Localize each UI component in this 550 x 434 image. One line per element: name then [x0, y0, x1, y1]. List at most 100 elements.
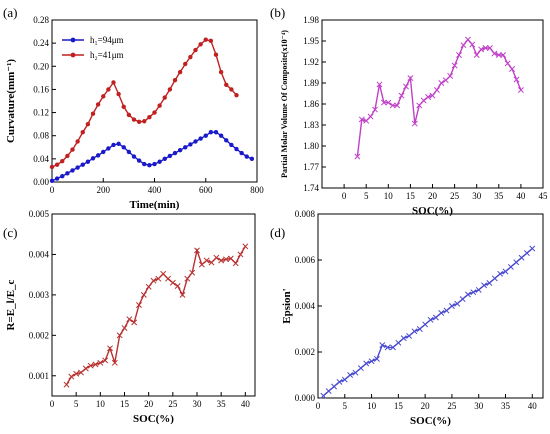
data-point	[203, 37, 208, 42]
data-point	[469, 41, 476, 48]
data-point	[78, 369, 84, 376]
x-tick-label: 25	[447, 401, 457, 411]
data-point	[363, 360, 370, 367]
data-point	[475, 286, 482, 293]
series-1	[49, 130, 255, 184]
series-line	[51, 38, 238, 168]
data-point	[517, 87, 524, 93]
data-point	[198, 136, 203, 141]
x-tick-label: 200	[97, 185, 111, 195]
data-point	[407, 75, 414, 82]
data-point	[347, 372, 354, 378]
data-point	[142, 161, 147, 167]
data-point	[497, 270, 504, 277]
data-point	[203, 133, 208, 138]
data-point	[54, 162, 60, 167]
data-point	[481, 282, 488, 289]
data-point	[101, 94, 106, 99]
y-tick-label: 1.74	[303, 183, 319, 193]
data-point	[92, 361, 99, 368]
data-point	[372, 106, 378, 113]
data-point	[395, 339, 402, 346]
data-point	[523, 250, 530, 257]
y-tick-label: 1.98	[303, 15, 319, 25]
data-point	[507, 263, 514, 270]
data-point	[491, 275, 498, 282]
legend-marker	[70, 37, 76, 43]
data-point	[75, 165, 80, 170]
data-point	[116, 332, 123, 339]
series-1	[354, 36, 524, 160]
data-point	[101, 149, 106, 155]
y-axis-label: R=E_l/E_c	[5, 279, 17, 330]
data-point	[155, 275, 162, 282]
data-point	[429, 92, 436, 99]
data-point	[368, 358, 375, 365]
data-point	[80, 162, 85, 167]
data-point	[227, 255, 234, 262]
data-point	[165, 275, 171, 282]
data-point	[179, 291, 186, 298]
x-tick-label: 400	[148, 185, 162, 195]
x-tick-label: 5	[343, 401, 348, 411]
data-point	[188, 54, 193, 60]
data-point	[403, 83, 409, 90]
data-point	[224, 82, 229, 88]
data-point	[208, 130, 214, 135]
x-tick-label: 10	[96, 399, 106, 409]
data-point	[218, 69, 224, 75]
x-tick-label: 10	[384, 191, 394, 201]
x-tick-label: 40	[241, 399, 251, 409]
chart-panel-d: (d) 0 5 10 15 20 25 30 35 40 0.000 0.002 0.004 0.006 0…	[270, 209, 544, 427]
x-tick-label: 5	[74, 399, 79, 409]
data-point	[443, 307, 450, 314]
data-point	[60, 174, 65, 179]
x-tick-label: 10	[367, 401, 377, 411]
x-tick-label: 800	[250, 185, 264, 195]
x-tick-label: 35	[494, 191, 504, 201]
data-point	[451, 62, 458, 69]
data-point	[126, 316, 133, 323]
data-point	[504, 60, 511, 67]
x-tick-label: 15	[120, 399, 130, 409]
plot-frame	[317, 213, 544, 399]
data-point	[502, 268, 509, 275]
data-point	[500, 52, 507, 58]
data-point	[229, 142, 234, 148]
plot-frame	[51, 19, 258, 183]
data-point	[406, 332, 413, 339]
data-point	[97, 359, 104, 366]
x-axis-label: SOC(%)	[410, 415, 451, 427]
data-point	[320, 392, 327, 399]
y-axis-label: Epsion'	[281, 288, 293, 323]
data-point	[482, 45, 489, 51]
data-point	[95, 153, 101, 158]
data-point	[380, 99, 387, 106]
data-point	[384, 344, 391, 351]
data-point	[438, 80, 445, 86]
x-tick-label: 40	[528, 401, 538, 411]
data-point	[411, 120, 418, 127]
data-point	[470, 289, 477, 296]
data-point	[513, 76, 520, 83]
data-point	[237, 251, 244, 258]
data-point	[229, 87, 234, 92]
data-point	[63, 381, 70, 388]
data-point	[68, 373, 75, 380]
data-point	[174, 283, 181, 289]
data-point	[394, 102, 401, 109]
data-point	[218, 133, 224, 138]
data-point	[352, 369, 359, 376]
data-point	[87, 362, 94, 369]
data-point	[218, 257, 225, 264]
data-point	[157, 103, 162, 108]
data-point	[162, 95, 167, 100]
x-tick-label: 30	[193, 399, 203, 409]
data-point	[357, 365, 364, 372]
data-point	[341, 376, 348, 383]
data-point	[456, 52, 462, 58]
data-point	[242, 243, 249, 250]
data-point	[95, 102, 101, 107]
data-point	[358, 116, 365, 123]
data-point	[486, 280, 493, 286]
